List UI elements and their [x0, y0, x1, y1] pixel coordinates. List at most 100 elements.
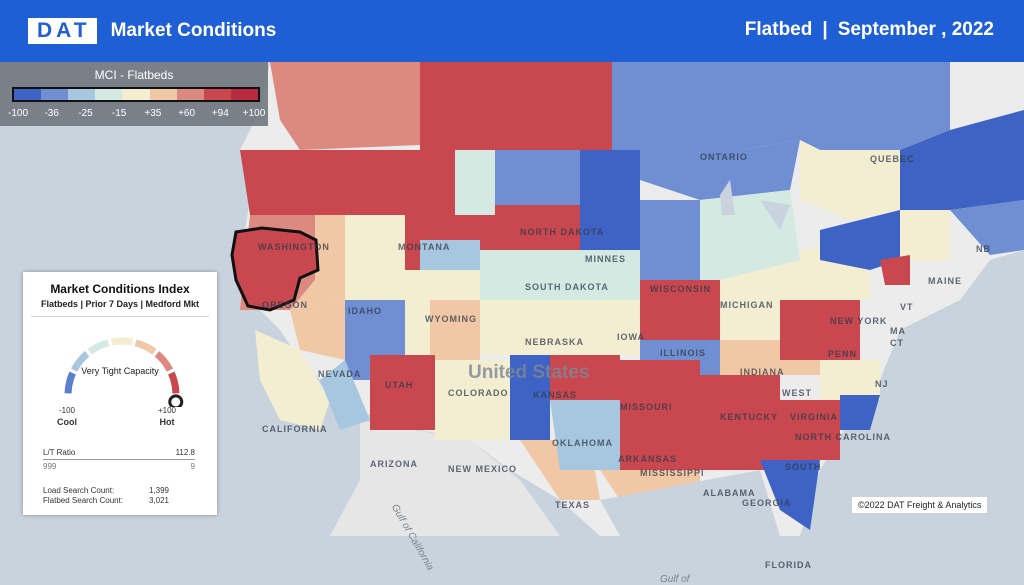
- map-canvas[interactable]: [0, 62, 1024, 536]
- region-north-carolina[interactable]: [820, 360, 880, 400]
- legend-swatch: [230, 89, 258, 100]
- region-colorado[interactable]: [480, 300, 560, 355]
- gauge-min: -100 Cool: [52, 406, 82, 427]
- legend-swatch: [176, 89, 204, 100]
- label-georgia: GEORGIA: [742, 498, 792, 508]
- lake-huron: [760, 200, 790, 230]
- region-illinois[interactable]: [640, 280, 720, 340]
- region-montana-east[interactable]: [455, 150, 495, 215]
- label-new-mexico: NEW MEXICO: [448, 464, 518, 474]
- region-florida[interactable]: [760, 460, 820, 530]
- header-bar: DAT Market Conditions Flatbed | Septembe…: [0, 0, 1024, 62]
- region-nebraska[interactable]: [480, 250, 580, 300]
- label-vt: VT: [900, 302, 914, 312]
- region-ma-ct[interactable]: [880, 255, 910, 285]
- ratio-divider: [43, 459, 195, 460]
- market-map[interactable]: United States Gulf of California Gulf of…: [0, 62, 1024, 585]
- region-quebec-north[interactable]: [800, 62, 950, 150]
- gauge-segment: [168, 371, 180, 394]
- gauge-max-value: +100: [157, 406, 177, 415]
- medford-market[interactable]: [230, 226, 320, 312]
- label-ontario: ONTARIO: [700, 152, 748, 162]
- loads-value: 999: [43, 462, 57, 471]
- gauge-segment: [87, 339, 110, 355]
- mci-legend: MCI - Flatbeds -100 -36 -25 -15 +35 +60 +94 +10…: [0, 62, 268, 126]
- water-label-gulf: Gulf of: [660, 574, 690, 585]
- region-west-texas[interactable]: [510, 355, 550, 440]
- region-idaho[interactable]: [345, 215, 405, 300]
- label-montana: MONTANA: [398, 242, 451, 252]
- region-ontario[interactable]: [612, 140, 800, 200]
- mci-gauge: [64, 337, 184, 407]
- region-georgia[interactable]: [780, 400, 840, 460]
- region-washington-west[interactable]: [240, 150, 300, 215]
- legend-swatch: [14, 89, 42, 100]
- label-mississippi: MISSISSIPPI: [640, 468, 705, 478]
- region-virginia[interactable]: [780, 300, 860, 360]
- label-wyoming: WYOMING: [425, 314, 477, 324]
- lt-ratio-value: 112.8: [175, 448, 195, 457]
- label-kansas: KANSAS: [533, 390, 578, 400]
- region-new-mexico[interactable]: [435, 360, 510, 440]
- region-maritimes[interactable]: [900, 110, 1024, 210]
- region-maine[interactable]: [900, 210, 950, 260]
- region-bc[interactable]: [270, 62, 420, 150]
- gauge-segment: [64, 371, 76, 394]
- region-ontario-north[interactable]: [612, 62, 800, 150]
- lake-michigan: [720, 180, 735, 215]
- legend-color-bar: [12, 87, 260, 102]
- label-quebec: QUEBEC: [870, 154, 915, 164]
- label-new-york: NEW YORK: [830, 316, 888, 326]
- load-search-label: Load Search Count:: [43, 486, 115, 495]
- region-kansas[interactable]: [560, 300, 640, 355]
- region-quebec[interactable]: [800, 140, 900, 220]
- loads-trucks-row: 999 9: [43, 462, 195, 471]
- region-washington-east[interactable]: [300, 150, 345, 215]
- label-oregon: OREGON: [262, 300, 309, 310]
- label-colorado: COLORADO: [448, 388, 509, 398]
- region-mississippi-alabama[interactable]: [700, 375, 780, 470]
- region-alberta[interactable]: [420, 62, 530, 150]
- gauge-min-value: -100: [58, 406, 75, 415]
- panel-title: Market Conditions Index: [50, 282, 190, 296]
- region-north-dakota[interactable]: [495, 150, 580, 205]
- legend-swatch: [41, 89, 69, 100]
- region-oklahoma[interactable]: [550, 355, 620, 400]
- region-new-york[interactable]: [820, 210, 900, 270]
- region-wisconsin[interactable]: [640, 200, 700, 280]
- region-saskatchewan[interactable]: [530, 62, 612, 150]
- region-nevada-west[interactable]: [290, 300, 345, 360]
- label-north-dakota: NORTH DAKOTA: [520, 227, 605, 237]
- region-arkansas[interactable]: [620, 360, 700, 470]
- legend-tick: +100: [242, 108, 266, 119]
- region-south-dakota[interactable]: [495, 205, 580, 250]
- label-nebraska: NEBRASKA: [525, 337, 585, 347]
- trucks-value: 9: [190, 462, 195, 471]
- region-iowa[interactable]: [580, 250, 640, 300]
- region-california-south[interactable]: [320, 360, 370, 430]
- label-nj: NJ: [875, 379, 889, 389]
- label-ma: MA: [890, 326, 906, 336]
- legend-swatch: [95, 89, 123, 100]
- region-south-carolina[interactable]: [840, 395, 880, 430]
- legend-tick: -15: [111, 108, 127, 119]
- region-nova-scotia[interactable]: [950, 200, 1024, 255]
- label-michigan: MICHIGAN: [720, 300, 774, 310]
- lt-ratio-label: L/T Ratio: [43, 448, 76, 457]
- label-minnesota: MINNES: [585, 254, 627, 264]
- lt-ratio-row: L/T Ratio 112.8: [43, 448, 195, 457]
- gauge-min-text: Cool: [57, 417, 77, 427]
- region-arizona[interactable]: [370, 355, 435, 430]
- region-montana-west[interactable]: [345, 150, 455, 215]
- legend-swatch: [122, 89, 150, 100]
- gauge-segment: [154, 351, 174, 372]
- legend-tick: -36: [44, 108, 59, 119]
- load-search-row: Load Search Count: 1,399: [43, 486, 195, 495]
- flatbed-search-row: Flatbed Search Count: 3,021: [43, 496, 195, 505]
- region-texas[interactable]: [550, 400, 620, 470]
- region-california[interactable]: [255, 330, 330, 430]
- gauge-segment: [70, 351, 90, 372]
- region-colorado-west[interactable]: [430, 300, 480, 360]
- label-virginia: VIRGINIA: [790, 412, 839, 422]
- region-minnesota[interactable]: [580, 150, 640, 250]
